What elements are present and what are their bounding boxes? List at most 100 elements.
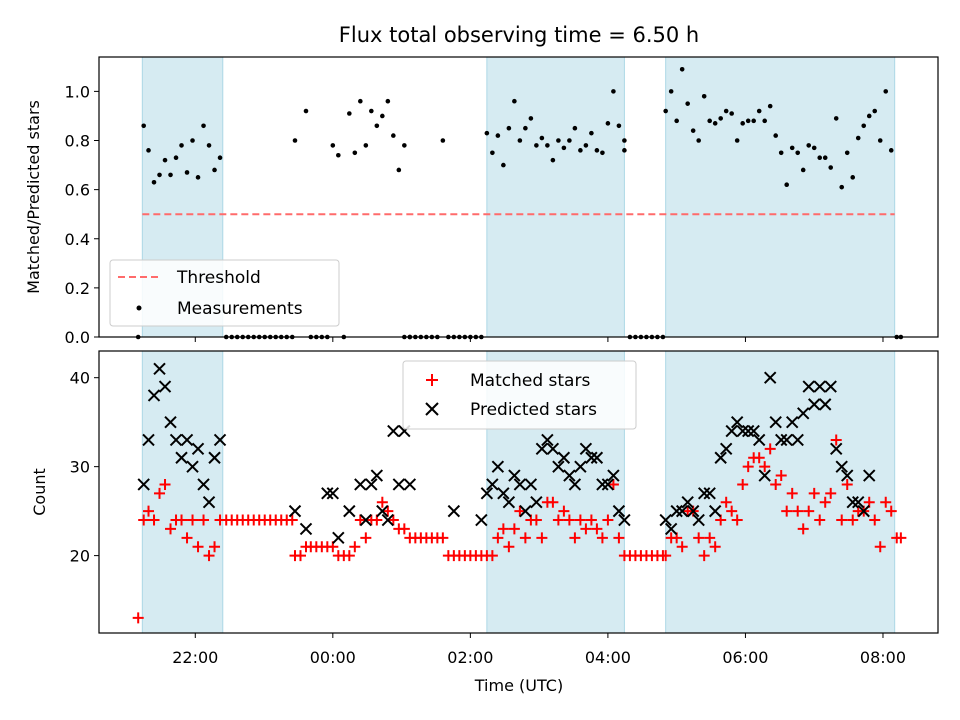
chart-title: Flux total observing time = 6.50 h (339, 23, 699, 47)
measurements-point (773, 133, 779, 138)
measurements-point (817, 155, 823, 161)
predicted-stars-point (541, 433, 554, 447)
predicted-stars-point (213, 433, 227, 447)
matched-stars-point (693, 532, 705, 544)
predicted-stars-point (497, 487, 510, 500)
measurements-point (811, 145, 817, 151)
predicted-stars-point (546, 442, 560, 456)
predicted-stars-point (502, 496, 516, 509)
predicted-stars-point (752, 433, 766, 447)
matched-stars-point (841, 478, 853, 490)
measurements-point (828, 165, 834, 170)
measurements-point (380, 113, 385, 119)
measurements-point (740, 121, 745, 126)
predicted-stars-point (697, 487, 711, 500)
x-tick-label: 06:00 (722, 648, 768, 667)
matched-stars-point (797, 523, 809, 535)
matched-stars-point (343, 550, 355, 562)
measurements-point (195, 175, 201, 180)
predicted-stars-point (736, 424, 749, 438)
matched-stars-point (514, 505, 526, 517)
matched-stars-point (596, 532, 608, 544)
matched-stars-point (398, 523, 410, 535)
predicted-stars-point (719, 442, 733, 456)
legend-measurements-swatch (136, 305, 142, 311)
legend-matched-label: Matched stars (470, 371, 590, 391)
predicted-stars-point (824, 380, 837, 393)
matched-stars-point (704, 532, 716, 544)
measurements-point (545, 143, 550, 148)
matched-stars-point (519, 532, 531, 544)
matched-stars-point (676, 541, 688, 553)
legend-predicted-label: Predicted stars (470, 400, 597, 420)
measurements-point (784, 182, 790, 188)
matched-stars-point (580, 523, 592, 535)
predicted-stars-point (137, 478, 150, 491)
predicted-stars-point (147, 389, 161, 402)
measurements-point (567, 138, 572, 143)
predicted-stars-point (714, 451, 727, 464)
measurements-point (707, 118, 712, 124)
matched-stars-point (874, 541, 886, 553)
measurements-point (561, 145, 567, 151)
predicted-stars-point (675, 504, 689, 518)
measurements-point (528, 116, 534, 121)
measurements-point (201, 123, 206, 129)
predicted-stars-point (299, 522, 313, 536)
predicted-stars-point (354, 478, 367, 491)
predicted-stars-point (169, 433, 183, 447)
matched-stars-point (503, 541, 515, 553)
matched-stars-point (159, 478, 171, 490)
top-y-tick-label: 0.0 (65, 328, 90, 347)
measurements-point (663, 108, 668, 114)
matched-stars-point (286, 514, 298, 526)
matched-stars-point (847, 514, 859, 526)
measurements-point (212, 167, 217, 173)
measurements-point (690, 128, 696, 133)
x-axis-label: Time (UTC) (474, 676, 563, 695)
matched-stars-point (547, 496, 559, 508)
matched-stars-point (574, 514, 586, 526)
predicted-stars-point (585, 451, 598, 464)
legend-matched-swatch (426, 374, 438, 386)
measurements-point (157, 172, 162, 178)
predicted-stars-point (670, 504, 683, 518)
measurements-point (151, 179, 157, 185)
predicted-stars-point (519, 504, 532, 518)
measurements-point (679, 66, 685, 72)
measurements-point (440, 138, 446, 143)
measurements-point (358, 98, 363, 104)
measurements-point (855, 135, 861, 141)
matched-stars-point (387, 514, 399, 526)
measurements-point (877, 138, 883, 143)
predicted-stars-point (480, 487, 494, 500)
measurements-point (888, 148, 894, 153)
matched-stars-point (869, 514, 881, 526)
predicted-stars-point (142, 433, 155, 447)
matched-stars-point (138, 514, 150, 526)
matched-stars-point (187, 514, 199, 526)
top-y-tick-label: 0.4 (65, 230, 90, 249)
measurements-point (611, 89, 616, 94)
predicted-stars-point (387, 424, 400, 438)
top-y-tick-label: 0.6 (65, 181, 90, 200)
predicted-stars-point (208, 451, 221, 464)
measurements-point (506, 125, 512, 131)
matched-stars-point (349, 541, 361, 553)
predicted-stars-point (590, 451, 604, 464)
predicted-stars-point (819, 398, 832, 411)
matched-stars-point (132, 612, 144, 624)
measurements-point (789, 145, 795, 151)
measurements-point (616, 123, 622, 129)
predicted-stars-point (664, 522, 678, 536)
measurements-point (622, 148, 627, 153)
bot-observing-window-1 (141, 350, 224, 634)
measurements-point (685, 101, 690, 106)
predicted-stars-point (841, 469, 854, 482)
matched-stars-point (836, 514, 848, 526)
predicted-stars-point (618, 513, 631, 527)
measurements-point (756, 108, 762, 114)
x-tick-label: 04:00 (585, 648, 631, 667)
top-observing-window-3 (665, 56, 896, 338)
measurements-point (762, 118, 767, 124)
